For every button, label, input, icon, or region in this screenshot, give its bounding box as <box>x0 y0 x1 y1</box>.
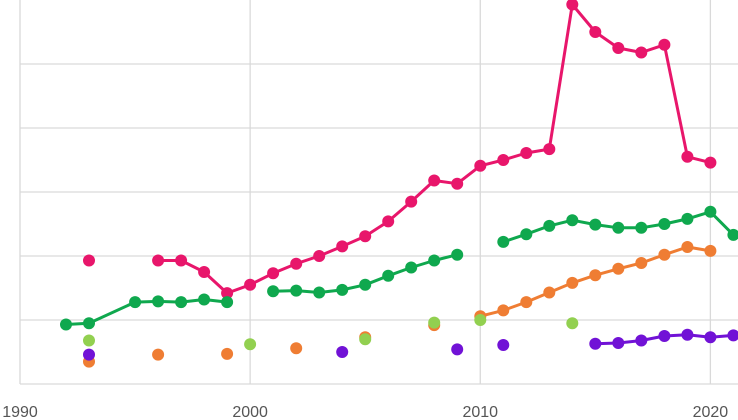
series-0-point-18 <box>543 143 556 156</box>
series-3-point-5 <box>566 317 579 330</box>
series-4-point-9 <box>704 331 717 344</box>
series-0-point-5 <box>244 278 257 291</box>
series-3-point-4 <box>474 314 487 326</box>
series-0-point-15 <box>474 159 487 172</box>
series-1-point-5 <box>198 293 211 306</box>
series-2-point-9 <box>543 286 556 299</box>
gridlines <box>19 0 738 385</box>
x-tick-labels: 1990 2000 2010 2020 <box>2 404 728 420</box>
series-1-point-1 <box>83 317 95 330</box>
series-0-point-1 <box>152 254 165 267</box>
series-0-point-12 <box>405 195 418 208</box>
series-0-point-2 <box>175 254 188 267</box>
series-1-point-9 <box>313 286 326 299</box>
series-1-point-2 <box>129 296 142 309</box>
series-2-point-10 <box>566 276 579 289</box>
series-0-point-24 <box>681 150 694 163</box>
series-0-point-16 <box>497 154 510 166</box>
series-4-point-1 <box>336 346 349 358</box>
series-2-point-14 <box>658 248 671 261</box>
series-0-point-10 <box>359 230 372 243</box>
series-1-point-26 <box>727 228 738 241</box>
series-1-point-16 <box>497 235 510 248</box>
series-2-point-3 <box>290 342 303 355</box>
series-0-point-3 <box>198 266 211 278</box>
series-2-point-2 <box>221 347 234 360</box>
series-0-point-23 <box>658 38 671 51</box>
series-0-point-22 <box>635 46 648 59</box>
series-3-point-3 <box>428 316 441 329</box>
series-1-point-4 <box>175 296 188 309</box>
series-0-point-19 <box>566 0 579 11</box>
data-points <box>60 0 738 368</box>
series-1-point-7 <box>267 285 280 298</box>
series-2-point-13 <box>635 257 648 269</box>
series-0-point-8 <box>313 250 326 262</box>
series-0-point-14 <box>451 177 464 190</box>
series-0-point-0 <box>83 254 95 267</box>
series-4-point-4 <box>589 337 602 350</box>
series-0-point-21 <box>612 42 625 54</box>
series-1-point-13 <box>405 261 418 274</box>
x-tick-label-1: 2000 <box>232 404 268 420</box>
series-4-point-8 <box>681 328 694 341</box>
series-1-point-10 <box>336 283 349 296</box>
series-4-point-0 <box>83 348 95 361</box>
series-0-point-25 <box>704 156 717 169</box>
series-2-point-16 <box>704 244 717 257</box>
series-2-line-0 <box>479 245 711 318</box>
series-0-point-17 <box>520 147 533 159</box>
series-4-point-7 <box>658 330 671 342</box>
series-1-point-12 <box>382 269 395 282</box>
series-4-point-10 <box>727 329 738 342</box>
series-1-point-15 <box>451 248 464 261</box>
series-4-point-3 <box>497 339 510 351</box>
series-0-point-11 <box>382 215 395 228</box>
series-1-point-20 <box>589 218 602 231</box>
series-1-point-21 <box>612 221 625 234</box>
series-3-point-0 <box>83 334 95 347</box>
series-1-point-6 <box>221 296 234 309</box>
series-0-point-4 <box>221 287 234 300</box>
x-tick-label-3: 2020 <box>693 404 729 420</box>
series-2-point-15 <box>681 241 694 253</box>
series-2-point-7 <box>497 304 510 317</box>
series-0-point-9 <box>336 240 349 253</box>
series-4-point-2 <box>451 343 464 356</box>
series-lines <box>65 3 735 346</box>
series-1-point-11 <box>359 278 372 291</box>
series-3-point-2 <box>359 333 372 346</box>
series-1-point-23 <box>658 218 671 230</box>
series-1-point-24 <box>681 212 694 225</box>
series-1-point-8 <box>290 284 303 297</box>
series-2-point-1 <box>152 348 165 361</box>
series-0-point-20 <box>589 26 602 38</box>
series-1-point-17 <box>520 228 533 241</box>
series-2-point-8 <box>520 296 533 309</box>
series-1-point-25 <box>704 205 717 218</box>
series-1-point-3 <box>152 295 165 308</box>
series-3-point-1 <box>244 338 257 351</box>
series-1-point-0 <box>60 318 72 331</box>
series-0-point-6 <box>267 267 280 280</box>
series-0-point-7 <box>290 257 303 270</box>
x-tick-label-0: 1990 <box>2 404 38 420</box>
series-4-point-5 <box>612 337 625 349</box>
series-4-point-6 <box>635 334 648 347</box>
series-1-point-14 <box>428 254 441 267</box>
series-1-point-18 <box>543 219 556 232</box>
series-0-point-13 <box>428 174 441 187</box>
series-1-point-19 <box>566 214 579 227</box>
x-tick-label-2: 2010 <box>462 404 498 420</box>
series-2-point-11 <box>589 269 602 282</box>
series-1-point-22 <box>635 221 648 234</box>
series-0-line-0 <box>158 3 711 295</box>
series-2-point-12 <box>612 262 625 275</box>
